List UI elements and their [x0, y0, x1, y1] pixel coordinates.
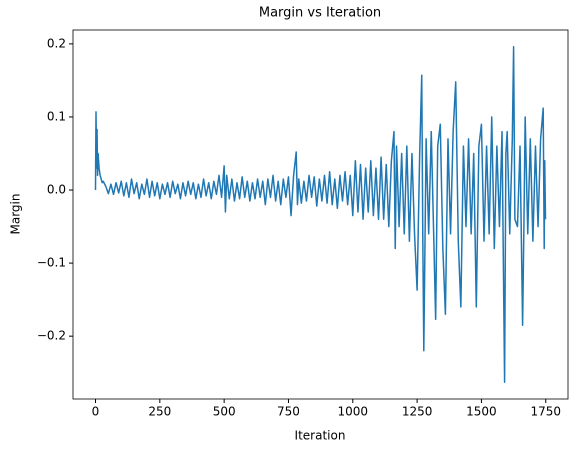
y-tick-label: 0.0 [47, 183, 66, 197]
x-tick-label: 500 [213, 405, 236, 419]
x-axis-label: Iteration [295, 429, 346, 443]
y-tick-label: −0.2 [37, 329, 66, 343]
x-tick-label: 1000 [338, 405, 369, 419]
y-tick-label: 0.1 [47, 109, 66, 123]
x-tick-label: 250 [148, 405, 171, 419]
chart-title: Margin vs Iteration [259, 6, 381, 21]
x-tick-label: 1750 [530, 405, 561, 419]
x-tick-label: 1500 [466, 405, 497, 419]
y-axis-label: Margin [9, 194, 23, 235]
y-tick-label: 0.2 [47, 36, 66, 50]
x-tick-label: 1250 [402, 405, 433, 419]
line [94, 46, 547, 383]
x-tick-label: 750 [277, 405, 300, 419]
y-tick-label: −0.1 [37, 256, 66, 270]
plot-frame [72, 29, 569, 400]
x-tick-label: 0 [92, 405, 100, 419]
